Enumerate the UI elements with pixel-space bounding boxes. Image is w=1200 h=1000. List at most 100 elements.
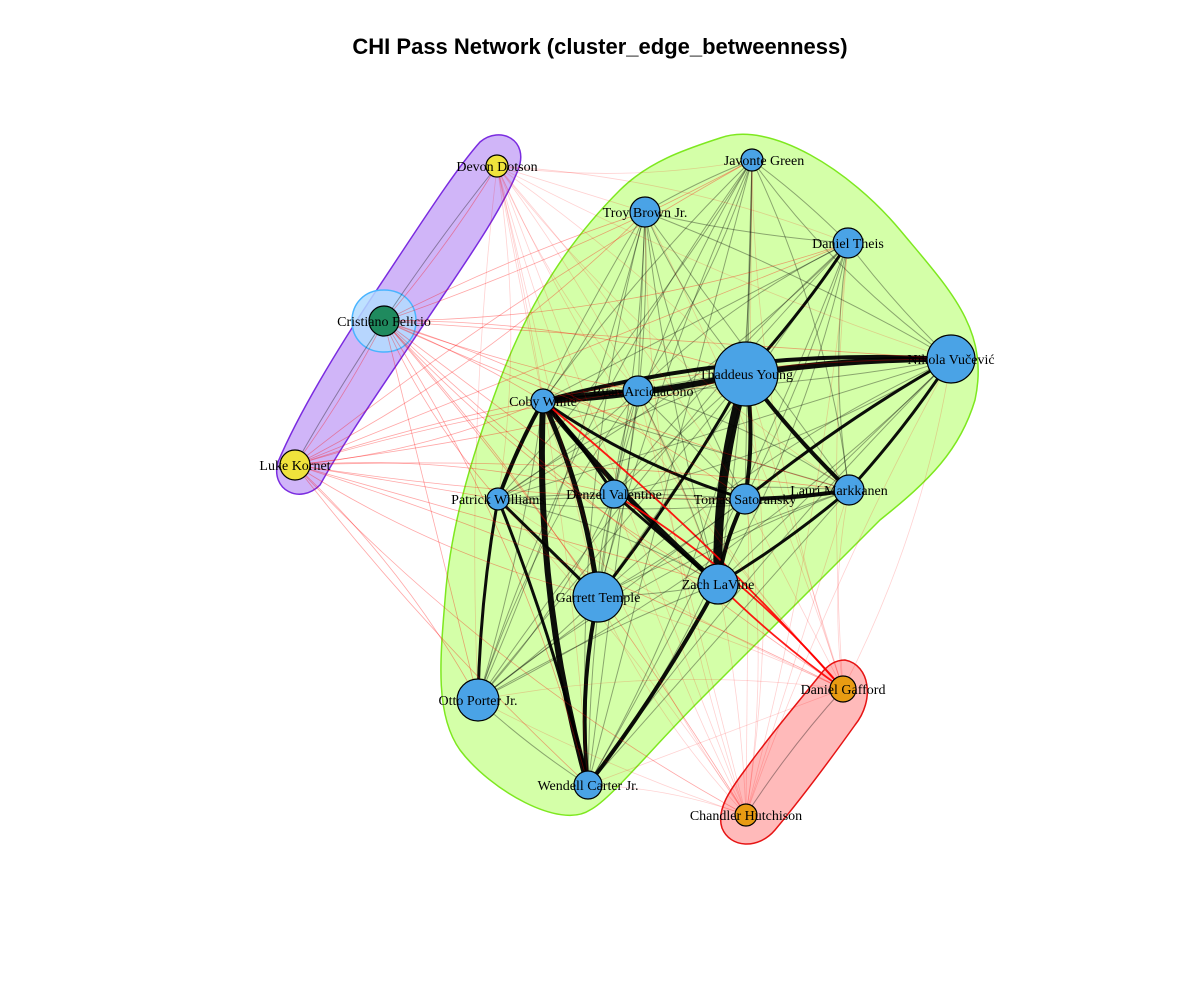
node-gafford[interactable] xyxy=(829,675,857,703)
node-label-lavine: Zach LaVine xyxy=(682,578,755,593)
node-theis[interactable] xyxy=(832,227,864,259)
edge-williams-hutchison xyxy=(497,498,747,816)
edge-gafford-hutchison xyxy=(745,688,844,816)
edge-dotson-gafford xyxy=(496,165,844,690)
edge-arcidiacono-williams xyxy=(497,390,639,500)
edge-javonte-felicio xyxy=(383,159,753,322)
edge-temple-gafford xyxy=(597,596,844,690)
edge-kornet-hutchison xyxy=(294,464,747,816)
network-nodes xyxy=(279,148,976,827)
edge-valentine-felicio xyxy=(383,320,615,495)
edge-satoransky-gafford xyxy=(744,498,844,690)
edge-young-temple xyxy=(596,373,748,598)
edge-arcidiacono-kornet xyxy=(294,390,639,466)
edge-lavine-porter xyxy=(477,583,719,701)
edge-vucevic-satoransky xyxy=(744,357,952,501)
edge-troy-lavine xyxy=(644,211,719,585)
edge-lavine-carter xyxy=(586,583,720,787)
edge-temple-dotson xyxy=(496,165,599,598)
node-porter[interactable] xyxy=(456,678,500,722)
edge-vucevic-porter xyxy=(477,358,952,701)
edge-williams-felicio xyxy=(383,320,499,500)
edge-felicio-hutchison xyxy=(383,320,747,816)
edge-troy-vucevic xyxy=(644,211,952,360)
edge-theis-dotson xyxy=(496,165,849,244)
edge-javonte-white xyxy=(542,159,753,402)
edge-white-dotson xyxy=(496,165,544,402)
edge-troy-dotson xyxy=(496,165,646,213)
edge-markkanen-temple xyxy=(597,489,850,598)
community-hull-1 xyxy=(440,133,979,816)
edge-white-felicio xyxy=(383,320,544,402)
edge-young-williams xyxy=(497,373,747,500)
plot-title: CHI Pass Network (cluster_edge_betweenne… xyxy=(352,34,848,59)
edge-williams-lavine xyxy=(497,498,719,585)
edge-theis-carter xyxy=(587,242,849,786)
edge-markkanen-gafford xyxy=(837,489,850,690)
edge-troy-white xyxy=(542,211,646,402)
node-young[interactable] xyxy=(713,341,779,407)
edge-troy-felicio xyxy=(383,211,646,322)
edge-theis-felicio xyxy=(383,242,849,322)
edge-carter-dotson xyxy=(496,165,589,786)
node-felicio[interactable] xyxy=(368,305,400,337)
node-hutchison[interactable] xyxy=(734,803,758,827)
edge-vucevic-felicio xyxy=(383,320,952,360)
node-carter[interactable] xyxy=(573,770,603,800)
edge-vucevic-lavine xyxy=(717,358,952,585)
node-javonte[interactable] xyxy=(740,148,764,172)
node-label-dotson: Devon Dotson xyxy=(456,160,537,175)
edge-young-dotson xyxy=(496,165,747,375)
edge-vucevic-kornet xyxy=(294,358,952,466)
node-kornet[interactable] xyxy=(279,449,311,481)
edge-javonte-kornet xyxy=(294,159,753,466)
node-williams[interactable] xyxy=(486,487,510,511)
edge-satoransky-kornet xyxy=(294,464,746,500)
edge-dotson-felicio xyxy=(383,165,498,322)
edge-white-satoransky xyxy=(542,399,746,501)
edge-valentine-carter xyxy=(587,493,615,786)
edge-javonte-vucevic xyxy=(751,159,952,360)
node-label-arcidiacono: Ryan Arcidiacono xyxy=(593,385,694,400)
node-white[interactable] xyxy=(530,388,556,414)
edge-lavine-hutchison xyxy=(717,583,747,816)
node-dotson[interactable] xyxy=(485,154,509,178)
edge-young-porter xyxy=(477,373,747,701)
edge-javonte-porter xyxy=(477,159,753,701)
edge-markkanen-carter xyxy=(587,489,850,786)
edge-vucevic-dotson xyxy=(496,165,952,360)
edge-vucevic-williams xyxy=(497,358,952,500)
node-label-theis: Daniel Theis xyxy=(812,237,884,252)
node-satoransky[interactable] xyxy=(729,483,761,515)
community-hull-4 xyxy=(719,659,869,845)
node-markkanen[interactable] xyxy=(833,474,865,506)
edge-markkanen-porter xyxy=(477,489,850,701)
edge-theis-markkanen xyxy=(838,242,850,491)
node-temple[interactable] xyxy=(572,571,624,623)
edge-theis-arcidiacono xyxy=(637,242,849,392)
node-vucevic[interactable] xyxy=(926,334,976,384)
edge-markkanen-felicio xyxy=(383,320,850,491)
edge-theis-hutchison xyxy=(745,242,849,816)
edge-javonte-valentine xyxy=(613,159,753,495)
edge-white-hutchison xyxy=(542,400,747,816)
edge-arcidiacono-satoransky xyxy=(637,390,746,500)
edge-williams-gafford xyxy=(497,498,844,690)
edge-valentine-porter xyxy=(477,493,615,701)
edge-javonte-arcidiacono xyxy=(637,159,753,392)
node-troy[interactable] xyxy=(629,196,661,228)
node-arcidiacono[interactable] xyxy=(622,375,654,407)
node-label-satoransky: Tomas Satoransky xyxy=(694,493,797,508)
node-lavine[interactable] xyxy=(697,563,739,605)
edge-williams-porter xyxy=(476,498,500,701)
edge-lavine-felicio xyxy=(383,320,719,585)
edge-white-markkanen xyxy=(542,400,850,491)
edge-troy-arcidiacono xyxy=(637,211,646,392)
edge-valentine-dotson xyxy=(496,165,615,495)
node-valentine[interactable] xyxy=(599,479,629,509)
edge-theis-white xyxy=(542,242,849,402)
node-label-felicio: Cristiano Felicio xyxy=(337,315,431,330)
edge-white-porter xyxy=(477,400,544,701)
node-label-javonte: Javonte Green xyxy=(724,154,804,169)
